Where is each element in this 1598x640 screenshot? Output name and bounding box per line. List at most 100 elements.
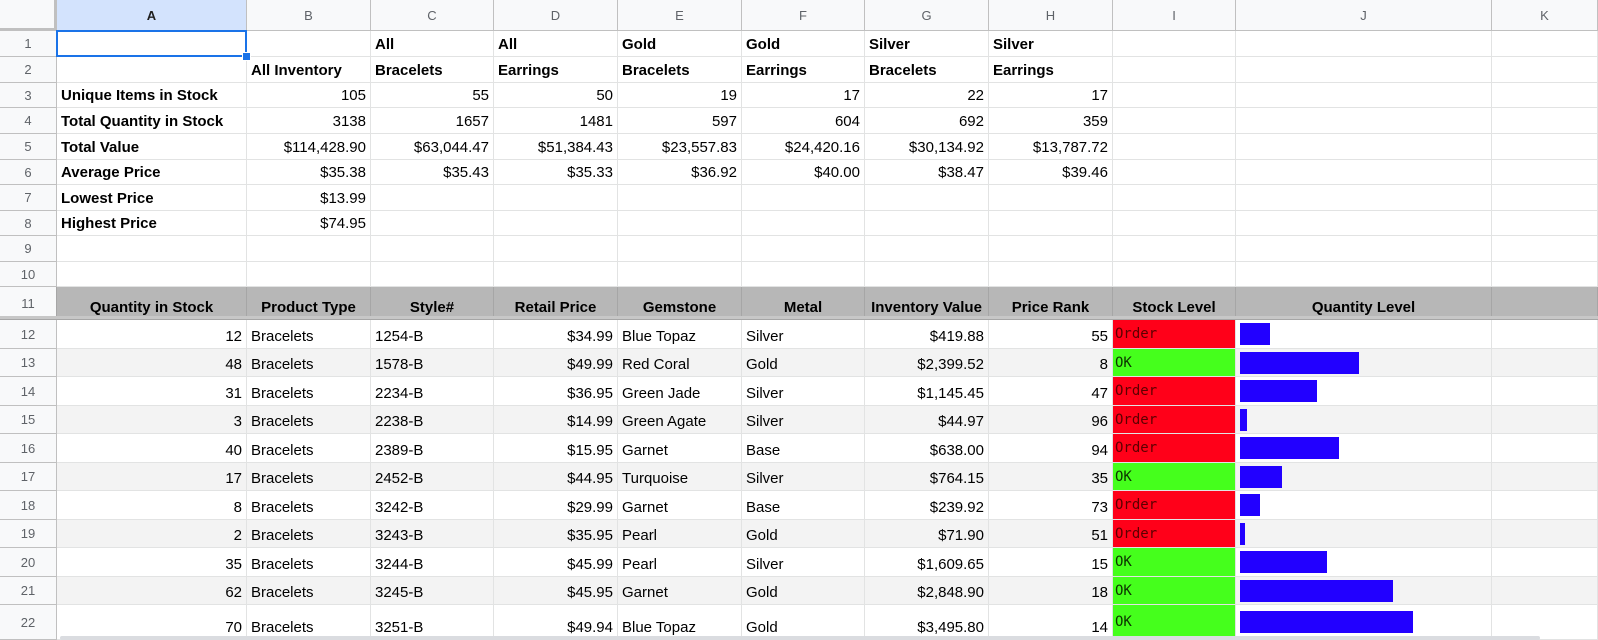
style-cell[interactable]: 3251-B xyxy=(371,605,494,640)
summary-metric-value[interactable]: 604 xyxy=(742,108,865,134)
empty-cell[interactable] xyxy=(1236,211,1492,236)
quantity-level-cell[interactable] xyxy=(1236,349,1492,377)
summary-metric-value[interactable]: $35.38 xyxy=(247,160,371,185)
summary-metric-value[interactable]: 19 xyxy=(618,83,742,108)
empty-cell[interactable] xyxy=(1492,83,1598,108)
empty-cell[interactable] xyxy=(1236,83,1492,108)
empty-cell[interactable] xyxy=(1236,185,1492,211)
summary-heading-cell[interactable]: Silver xyxy=(865,31,989,57)
empty-cell[interactable] xyxy=(371,236,494,262)
empty-cell[interactable] xyxy=(865,236,989,262)
summary-metric-value[interactable]: 597 xyxy=(618,108,742,134)
stock-level-cell[interactable]: OK xyxy=(1113,548,1236,577)
retail-price-cell[interactable]: $36.95 xyxy=(494,377,618,406)
empty-cell[interactable] xyxy=(1492,377,1598,406)
quantity-cell[interactable]: 62 xyxy=(57,577,247,605)
quantity-cell[interactable]: 3 xyxy=(57,406,247,434)
inventory-value-cell[interactable]: $638.00 xyxy=(865,434,989,463)
row-header[interactable]: 11 xyxy=(0,287,57,320)
style-cell[interactable]: 3243-B xyxy=(371,520,494,548)
price-rank-cell[interactable]: 8 xyxy=(989,349,1113,377)
gemstone-cell[interactable]: Blue Topaz xyxy=(618,605,742,640)
empty-cell[interactable] xyxy=(1492,108,1598,134)
stock-level-cell[interactable]: OK xyxy=(1113,577,1236,605)
inventory-value-cell[interactable]: $71.90 xyxy=(865,520,989,548)
product-type-cell[interactable]: Bracelets xyxy=(247,491,371,520)
empty-cell[interactable] xyxy=(1236,31,1492,57)
price-rank-cell[interactable]: 94 xyxy=(989,434,1113,463)
column-header-c[interactable]: C xyxy=(371,0,494,31)
quantity-level-cell[interactable] xyxy=(1236,406,1492,434)
row-header[interactable]: 4 xyxy=(0,108,57,134)
price-rank-cell[interactable]: 35 xyxy=(989,463,1113,491)
quantity-level-cell[interactable] xyxy=(1236,605,1492,640)
empty-cell[interactable] xyxy=(371,262,494,287)
empty-cell[interactable] xyxy=(1492,577,1598,605)
style-cell[interactable]: 2234-B xyxy=(371,377,494,406)
product-type-cell[interactable]: Bracelets xyxy=(247,320,371,349)
price-rank-cell[interactable]: 47 xyxy=(989,377,1113,406)
summary-metric-label[interactable]: Lowest Price xyxy=(57,185,247,211)
gemstone-cell[interactable]: Green Agate xyxy=(618,406,742,434)
table-header-cell[interactable]: Retail Price xyxy=(494,287,618,320)
quantity-cell[interactable]: 17 xyxy=(57,463,247,491)
table-header-cell[interactable]: Quantity in Stock xyxy=(57,287,247,320)
summary-metric-value[interactable]: 1481 xyxy=(494,108,618,134)
inventory-value-cell[interactable]: $1,609.65 xyxy=(865,548,989,577)
row-header[interactable]: 10 xyxy=(0,262,57,287)
summary-heading-cell[interactable]: Bracelets xyxy=(371,57,494,83)
metal-cell[interactable]: Base xyxy=(742,434,865,463)
summary-metric-label[interactable]: Total Quantity in Stock xyxy=(57,108,247,134)
empty-cell[interactable] xyxy=(1492,185,1598,211)
table-header-cell[interactable]: Quantity Level xyxy=(1236,287,1492,320)
empty-cell[interactable] xyxy=(1492,491,1598,520)
inventory-value-cell[interactable]: $764.15 xyxy=(865,463,989,491)
row-header[interactable]: 9 xyxy=(0,236,57,262)
freeze-divider[interactable] xyxy=(0,316,1598,319)
metal-cell[interactable]: Gold xyxy=(742,577,865,605)
metal-cell[interactable]: Silver xyxy=(742,377,865,406)
inventory-value-cell[interactable]: $419.88 xyxy=(865,320,989,349)
column-header-d[interactable]: D xyxy=(494,0,618,31)
quantity-level-cell[interactable] xyxy=(1236,520,1492,548)
stock-level-cell[interactable]: OK xyxy=(1113,349,1236,377)
empty-cell[interactable] xyxy=(618,262,742,287)
product-type-cell[interactable]: Bracelets xyxy=(247,605,371,640)
summary-metric-value[interactable]: 17 xyxy=(742,83,865,108)
empty-cell[interactable] xyxy=(1492,406,1598,434)
metal-cell[interactable]: Gold xyxy=(742,349,865,377)
summary-metric-value[interactable] xyxy=(865,211,989,236)
empty-cell[interactable] xyxy=(1236,236,1492,262)
summary-metric-value[interactable] xyxy=(494,185,618,211)
quantity-level-cell[interactable] xyxy=(1236,491,1492,520)
retail-price-cell[interactable]: $44.95 xyxy=(494,463,618,491)
style-cell[interactable]: 3242-B xyxy=(371,491,494,520)
style-cell[interactable]: 1578-B xyxy=(371,349,494,377)
empty-cell[interactable] xyxy=(1492,211,1598,236)
empty-cell[interactable] xyxy=(247,262,371,287)
empty-cell[interactable] xyxy=(1113,31,1236,57)
summary-heading-cell[interactable]: Gold xyxy=(618,31,742,57)
summary-metric-value[interactable]: $38.47 xyxy=(865,160,989,185)
quantity-level-cell[interactable] xyxy=(1236,320,1492,349)
price-rank-cell[interactable]: 51 xyxy=(989,520,1113,548)
inventory-value-cell[interactable]: $2,848.90 xyxy=(865,577,989,605)
inventory-value-cell[interactable]: $1,145.45 xyxy=(865,377,989,406)
empty-cell[interactable] xyxy=(1492,463,1598,491)
product-type-cell[interactable]: Bracelets xyxy=(247,577,371,605)
summary-metric-value[interactable]: 1657 xyxy=(371,108,494,134)
empty-cell[interactable] xyxy=(1236,134,1492,160)
empty-cell[interactable] xyxy=(1492,605,1598,640)
empty-cell[interactable] xyxy=(1492,520,1598,548)
summary-metric-value[interactable]: 3138 xyxy=(247,108,371,134)
empty-cell[interactable] xyxy=(494,262,618,287)
column-header-g[interactable]: G xyxy=(865,0,989,31)
table-header-cell[interactable]: Price Rank xyxy=(989,287,1113,320)
row-header[interactable]: 6 xyxy=(0,160,57,185)
price-rank-cell[interactable]: 73 xyxy=(989,491,1113,520)
style-cell[interactable]: 3245-B xyxy=(371,577,494,605)
summary-metric-value[interactable] xyxy=(494,211,618,236)
summary-metric-value[interactable]: $13.99 xyxy=(247,185,371,211)
gemstone-cell[interactable]: Pearl xyxy=(618,520,742,548)
gemstone-cell[interactable]: Red Coral xyxy=(618,349,742,377)
